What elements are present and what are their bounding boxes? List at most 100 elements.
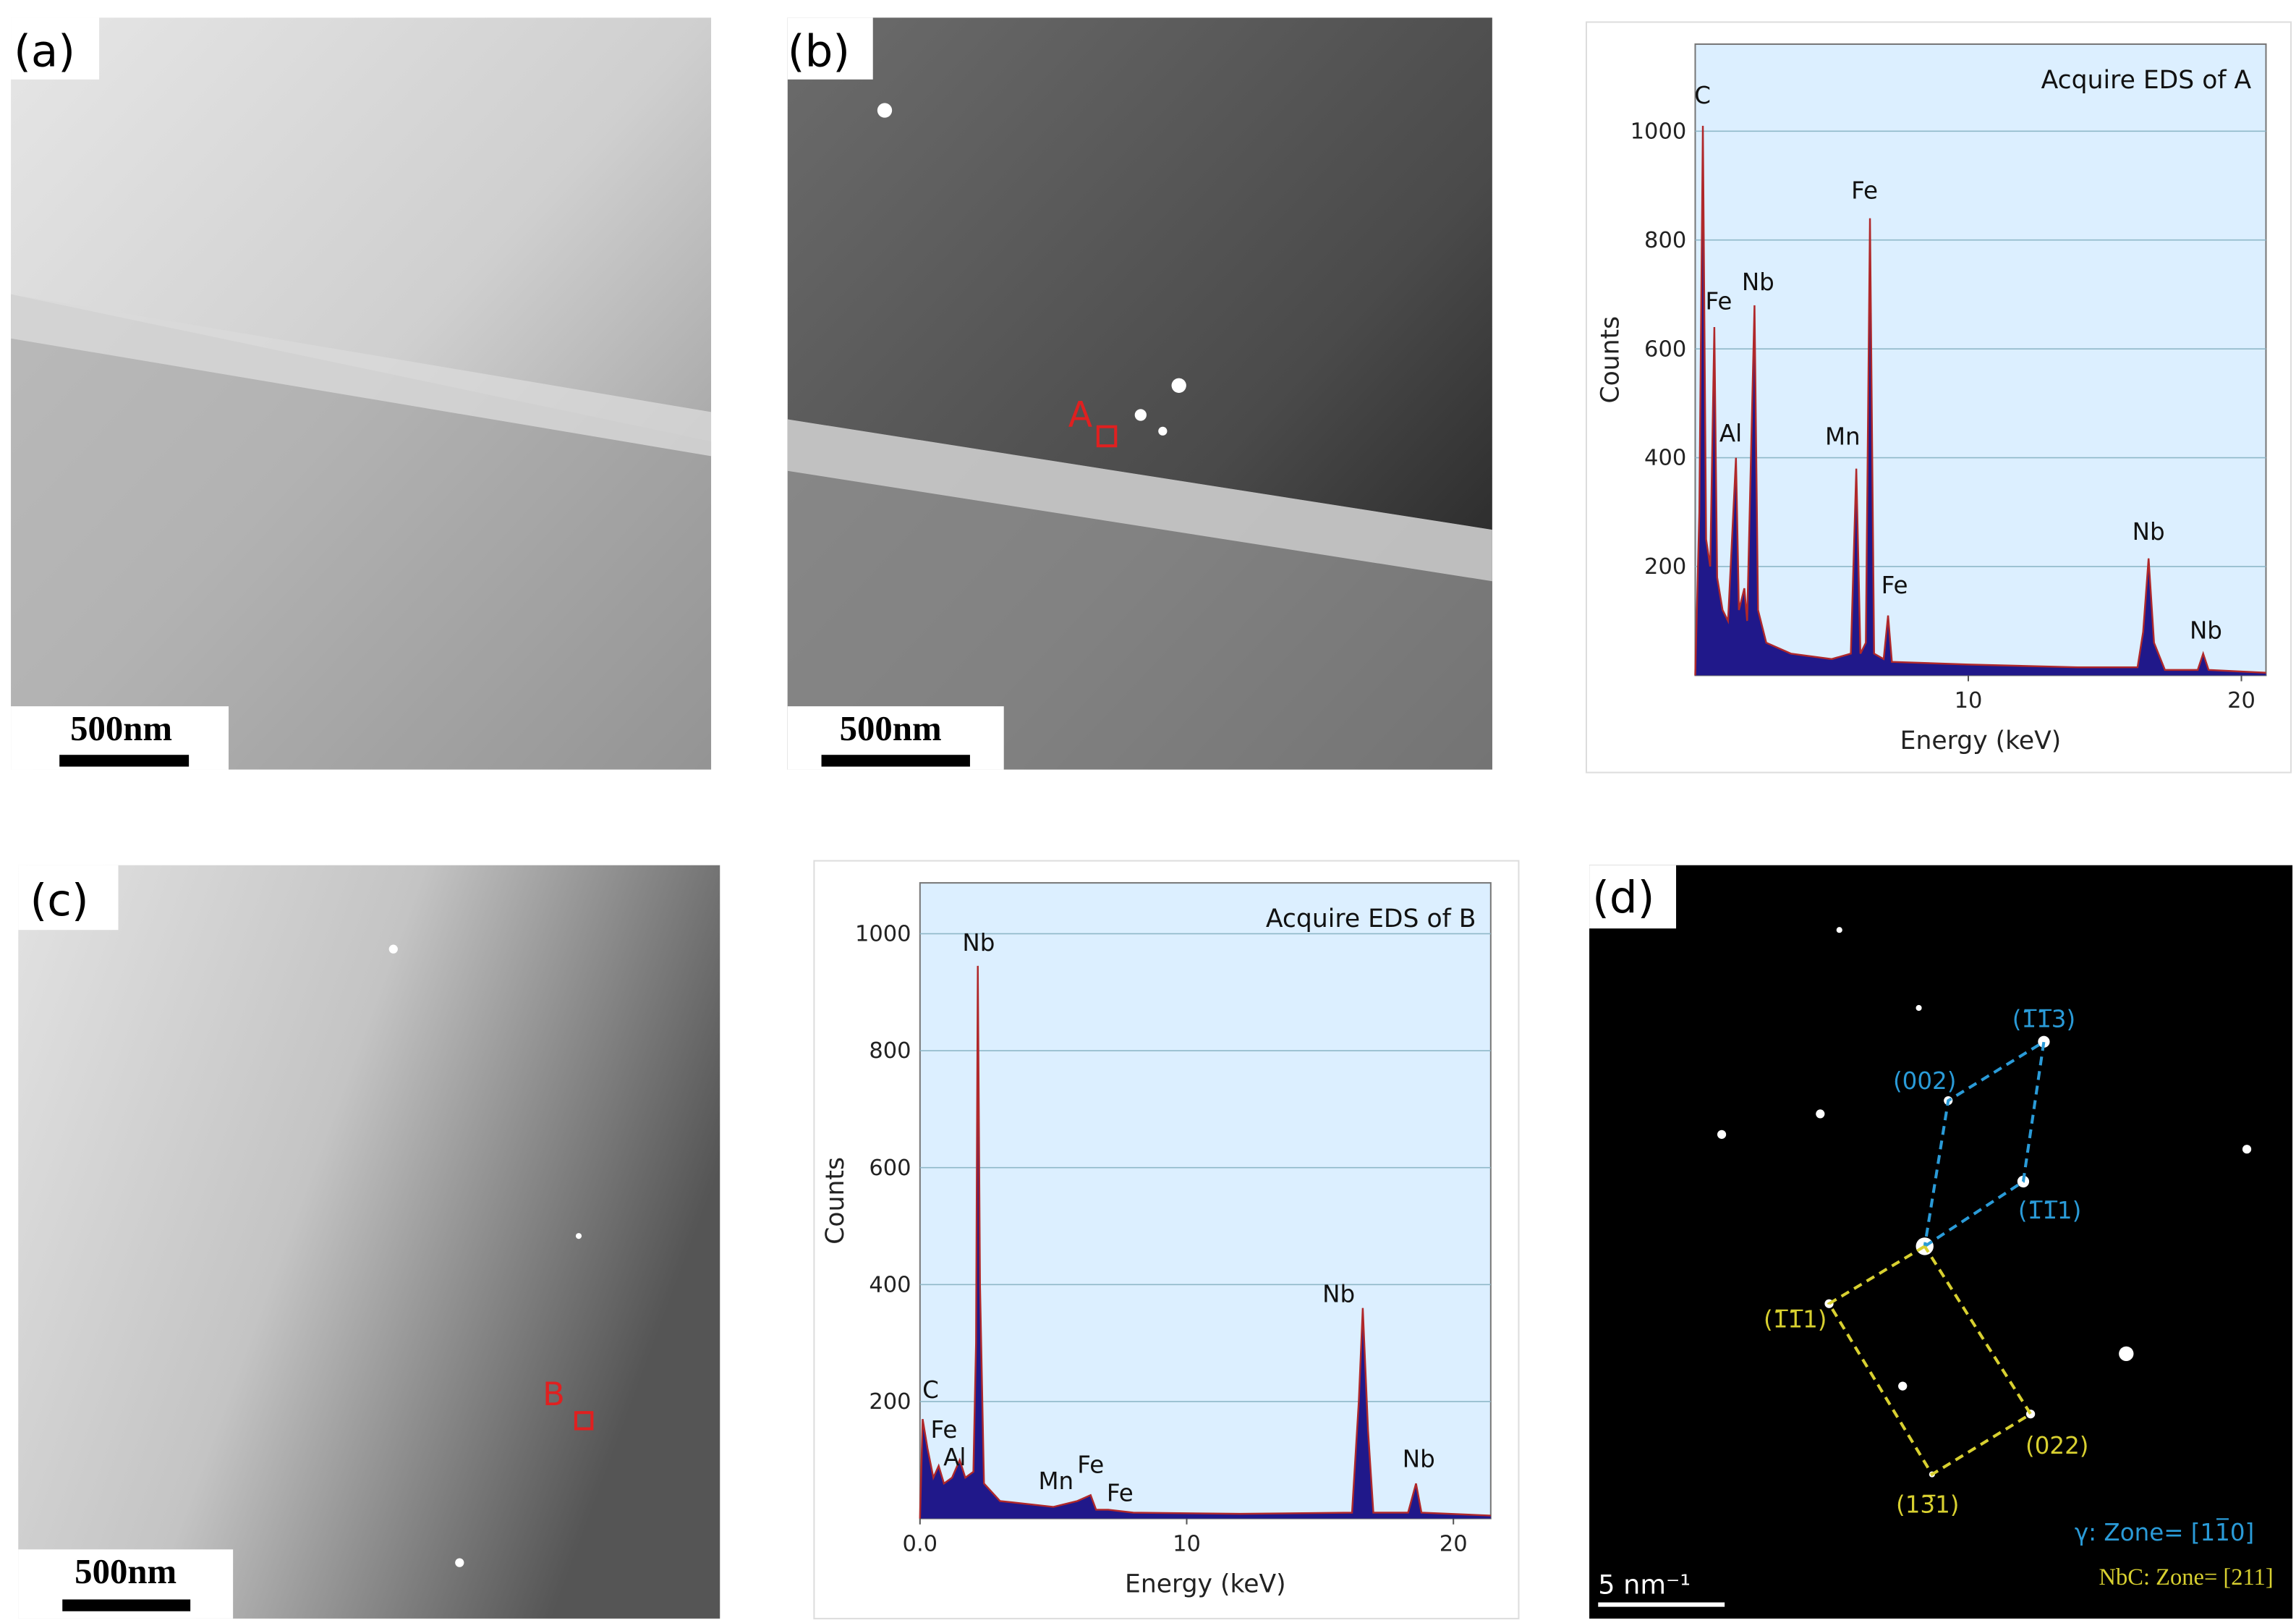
index-label: (002) — [1893, 1067, 1956, 1095]
spot — [1916, 1004, 1922, 1012]
x-axis-label: Energy (keV) — [1900, 726, 2062, 755]
x-tick-label: 20 — [2227, 688, 2255, 713]
y-tick-label: 1000 — [855, 922, 911, 947]
boundary — [787, 419, 1492, 582]
x-tick-label: 10 — [1955, 688, 1983, 713]
peak-label: C — [1694, 82, 1711, 109]
peak-label: Mn — [1825, 423, 1861, 451]
micrograph — [18, 865, 720, 1619]
panel-d: (1̅1̅3) (002) (1̅1̅1) (1̅1̅1) (022) (13̅… — [1589, 865, 2293, 1619]
y-tick-label: 600 — [869, 1156, 911, 1181]
y-tick-label: 800 — [869, 1038, 911, 1064]
panel-b: A (b) 500nm — [787, 17, 1492, 770]
y-tick-label: 200 — [1644, 554, 1686, 580]
label-box — [787, 17, 873, 80]
index-label: (1̅1̅3) — [2012, 1005, 2075, 1033]
y-tick-label: 600 — [1644, 336, 1686, 362]
particle — [388, 944, 398, 954]
nbc-cell — [1827, 1245, 2033, 1477]
scale-bar-label: 500nm — [75, 1552, 177, 1591]
particle — [575, 1233, 582, 1240]
spectrum-line — [1694, 125, 2266, 676]
peak-label: C — [922, 1376, 939, 1404]
peak-label: Mn — [1039, 1467, 1074, 1495]
x-tick-label: 0.0 — [903, 1531, 938, 1556]
peak-label: Nb — [2133, 518, 2165, 546]
panel-a: (a) 500nm — [11, 17, 712, 770]
peak-label: Nb — [2190, 616, 2222, 644]
chart-title: Acquire EDS of A — [2041, 66, 2252, 95]
chart-title: Acquire EDS of B — [1266, 904, 1476, 933]
x-axis-label: Energy (keV) — [1125, 1569, 1286, 1598]
spectrum-area — [1695, 125, 2266, 676]
y-tick-label: 400 — [869, 1273, 911, 1298]
marker-box — [574, 1411, 594, 1431]
peak-label: Fe — [931, 1416, 958, 1444]
particle — [1134, 409, 1147, 421]
plot-area — [919, 882, 1492, 1520]
peak-label: Fe — [1077, 1452, 1104, 1479]
scale-bar-label: 500nm — [840, 709, 942, 748]
peak-label: Nb — [962, 929, 995, 957]
peak-label: Al — [943, 1444, 966, 1471]
peak-label: Al — [1719, 420, 1742, 447]
scale-bar — [1598, 1602, 1725, 1607]
particle — [455, 1558, 464, 1567]
spot — [2242, 1145, 2252, 1154]
peak-label: Fe — [1107, 1479, 1134, 1507]
panel-label: (c) — [30, 875, 89, 926]
scale-bar — [59, 755, 190, 767]
zone-label: NbC: Zone= [211] — [2099, 1564, 2274, 1590]
peak-label: Fe — [1851, 177, 1878, 205]
x-tick-label: 20 — [1440, 1531, 1468, 1556]
spot — [2119, 1346, 2134, 1362]
marker-box — [1096, 425, 1118, 448]
scale-bar-label: 500nm — [70, 709, 172, 748]
y-tick-label: 1000 — [1630, 119, 1687, 145]
peak-label: Nb — [1322, 1281, 1355, 1308]
scale-bar — [62, 1599, 191, 1611]
gamma-cell — [1923, 1038, 2046, 1248]
spectrum-area — [919, 965, 1491, 1519]
plot-area — [1694, 43, 2267, 677]
index-label: (13̅1) — [1896, 1491, 1959, 1518]
spectrum-line — [919, 965, 1491, 1519]
particle — [1171, 378, 1186, 393]
panel-label: (a) — [14, 26, 75, 77]
peak-label: Nb — [1742, 268, 1774, 296]
scale-bar-label: 5 nm⁻¹ — [1598, 1569, 1691, 1600]
panel-label: (d) — [1592, 872, 1654, 923]
y-axis-label: Counts — [821, 1157, 850, 1245]
index-label: (022) — [2025, 1432, 2088, 1459]
y-tick-label: 200 — [869, 1389, 911, 1415]
scale-bar — [821, 755, 970, 767]
peak-label: Fe — [1705, 287, 1732, 315]
label-box — [1589, 865, 1677, 929]
label-box — [18, 865, 119, 931]
y-tick-label: 400 — [1644, 446, 1686, 471]
diffraction-pattern — [1589, 865, 2293, 1619]
spot — [2038, 1035, 2050, 1048]
spot — [1717, 1130, 1727, 1139]
boundary — [11, 294, 712, 457]
zone-label: γ: Zone= [11̅0] — [2075, 1518, 2254, 1546]
peak-label: Fe — [1882, 572, 1908, 599]
y-axis-label: Counts — [1596, 316, 1625, 404]
y-tick-label: 800 — [1644, 228, 1686, 253]
spot — [1836, 927, 1842, 933]
panel-c: B (c) 500nm — [18, 865, 720, 1619]
marker-label: B — [543, 1375, 565, 1413]
marker-label: A — [1068, 394, 1092, 436]
peak-label: Nb — [1403, 1445, 1435, 1472]
particle — [877, 103, 893, 118]
label-box — [11, 17, 100, 80]
x-tick-label: 10 — [1173, 1531, 1201, 1556]
spot — [1898, 1381, 1908, 1391]
index-label: (1̅1̅1) — [2018, 1197, 2081, 1224]
particle — [1158, 426, 1168, 436]
spot — [1816, 1109, 1825, 1119]
index-label: (1̅1̅1) — [1764, 1305, 1827, 1333]
panel-label: (b) — [788, 26, 850, 77]
